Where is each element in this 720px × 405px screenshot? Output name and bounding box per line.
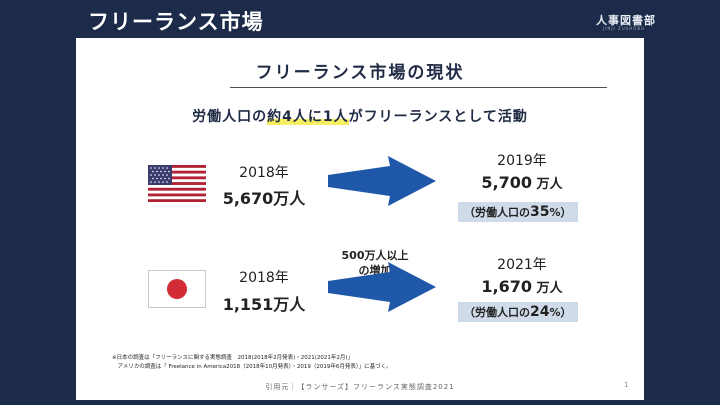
- japan-flag-icon: [148, 270, 206, 308]
- japan-share-badge: （労働人口の24%）: [458, 302, 578, 322]
- japan-share-post: %）: [549, 306, 572, 319]
- japan-to-value: 1,670 万人: [452, 277, 592, 296]
- footnote-line2: アメリカの調査は「 Freelance in America2018（2018年…: [112, 364, 392, 370]
- footnote-line1: ※日本の調査は「フリーランスに関する実態調査 2018(2018年2月発表)・2…: [112, 355, 354, 361]
- japan-from-year: 2018年: [239, 270, 289, 286]
- subtitle-post: がフリーランスとして活動: [348, 109, 528, 125]
- usa-flag-icon: [148, 165, 206, 202]
- footnote: ※日本の調査は「フリーランスに関する実態調査 2018(2018年2月発表)・2…: [112, 354, 392, 372]
- usa-to-unit: 万人: [532, 177, 563, 192]
- japan-from-value: 1,151万人: [222, 295, 306, 314]
- arrow-note-line1: 500万人以上: [341, 249, 409, 262]
- japan-to-number: 1,670: [481, 277, 533, 296]
- japan-share-pre: （労働人口の: [464, 306, 530, 319]
- usa-share-post: %）: [549, 206, 572, 219]
- source-citation: 引用元｜【ランサーズ】フリーランス実態調査2021: [265, 383, 455, 391]
- logo-subtext: JINJI ZUSHOBU: [603, 26, 646, 31]
- usa-share-badge: （労働人口の35%）: [458, 202, 578, 222]
- page-number: 1: [624, 381, 629, 389]
- subtitle-highlight: 約4人に1人: [267, 109, 349, 125]
- japan-growth-arrow-icon: [328, 262, 436, 312]
- logo: 人事図書部: [596, 14, 656, 27]
- usa-share-value: 35: [530, 204, 550, 220]
- slide-title: フリーランス市場の現状: [255, 63, 465, 83]
- japan-to-year: 2021年: [497, 257, 547, 273]
- japan-share-value: 24: [530, 304, 550, 320]
- usa-to-year: 2019年: [497, 153, 547, 169]
- slide-subtitle: 労働人口の約4人に1人がフリーランスとして活動: [76, 106, 644, 126]
- slide-content: フリーランス市場の現状 労働人口の約4人に1人がフリーランスとして活動 2018…: [76, 38, 644, 400]
- japan-to-unit: 万人: [532, 281, 563, 296]
- usa-to-value: 5,700 万人: [452, 173, 592, 192]
- usa-from-year: 2018年: [239, 165, 289, 181]
- usa-growth-arrow-icon: [328, 156, 436, 206]
- usa-to-number: 5,700: [481, 173, 533, 192]
- header-title: フリーランス市場: [88, 10, 264, 34]
- usa-share-pre: （労働人口の: [464, 206, 530, 219]
- title-divider: [230, 87, 607, 88]
- subtitle-pre: 労働人口の: [192, 109, 268, 125]
- usa-from-value: 5,670万人: [222, 189, 306, 208]
- japan-flag-disc: [167, 279, 187, 299]
